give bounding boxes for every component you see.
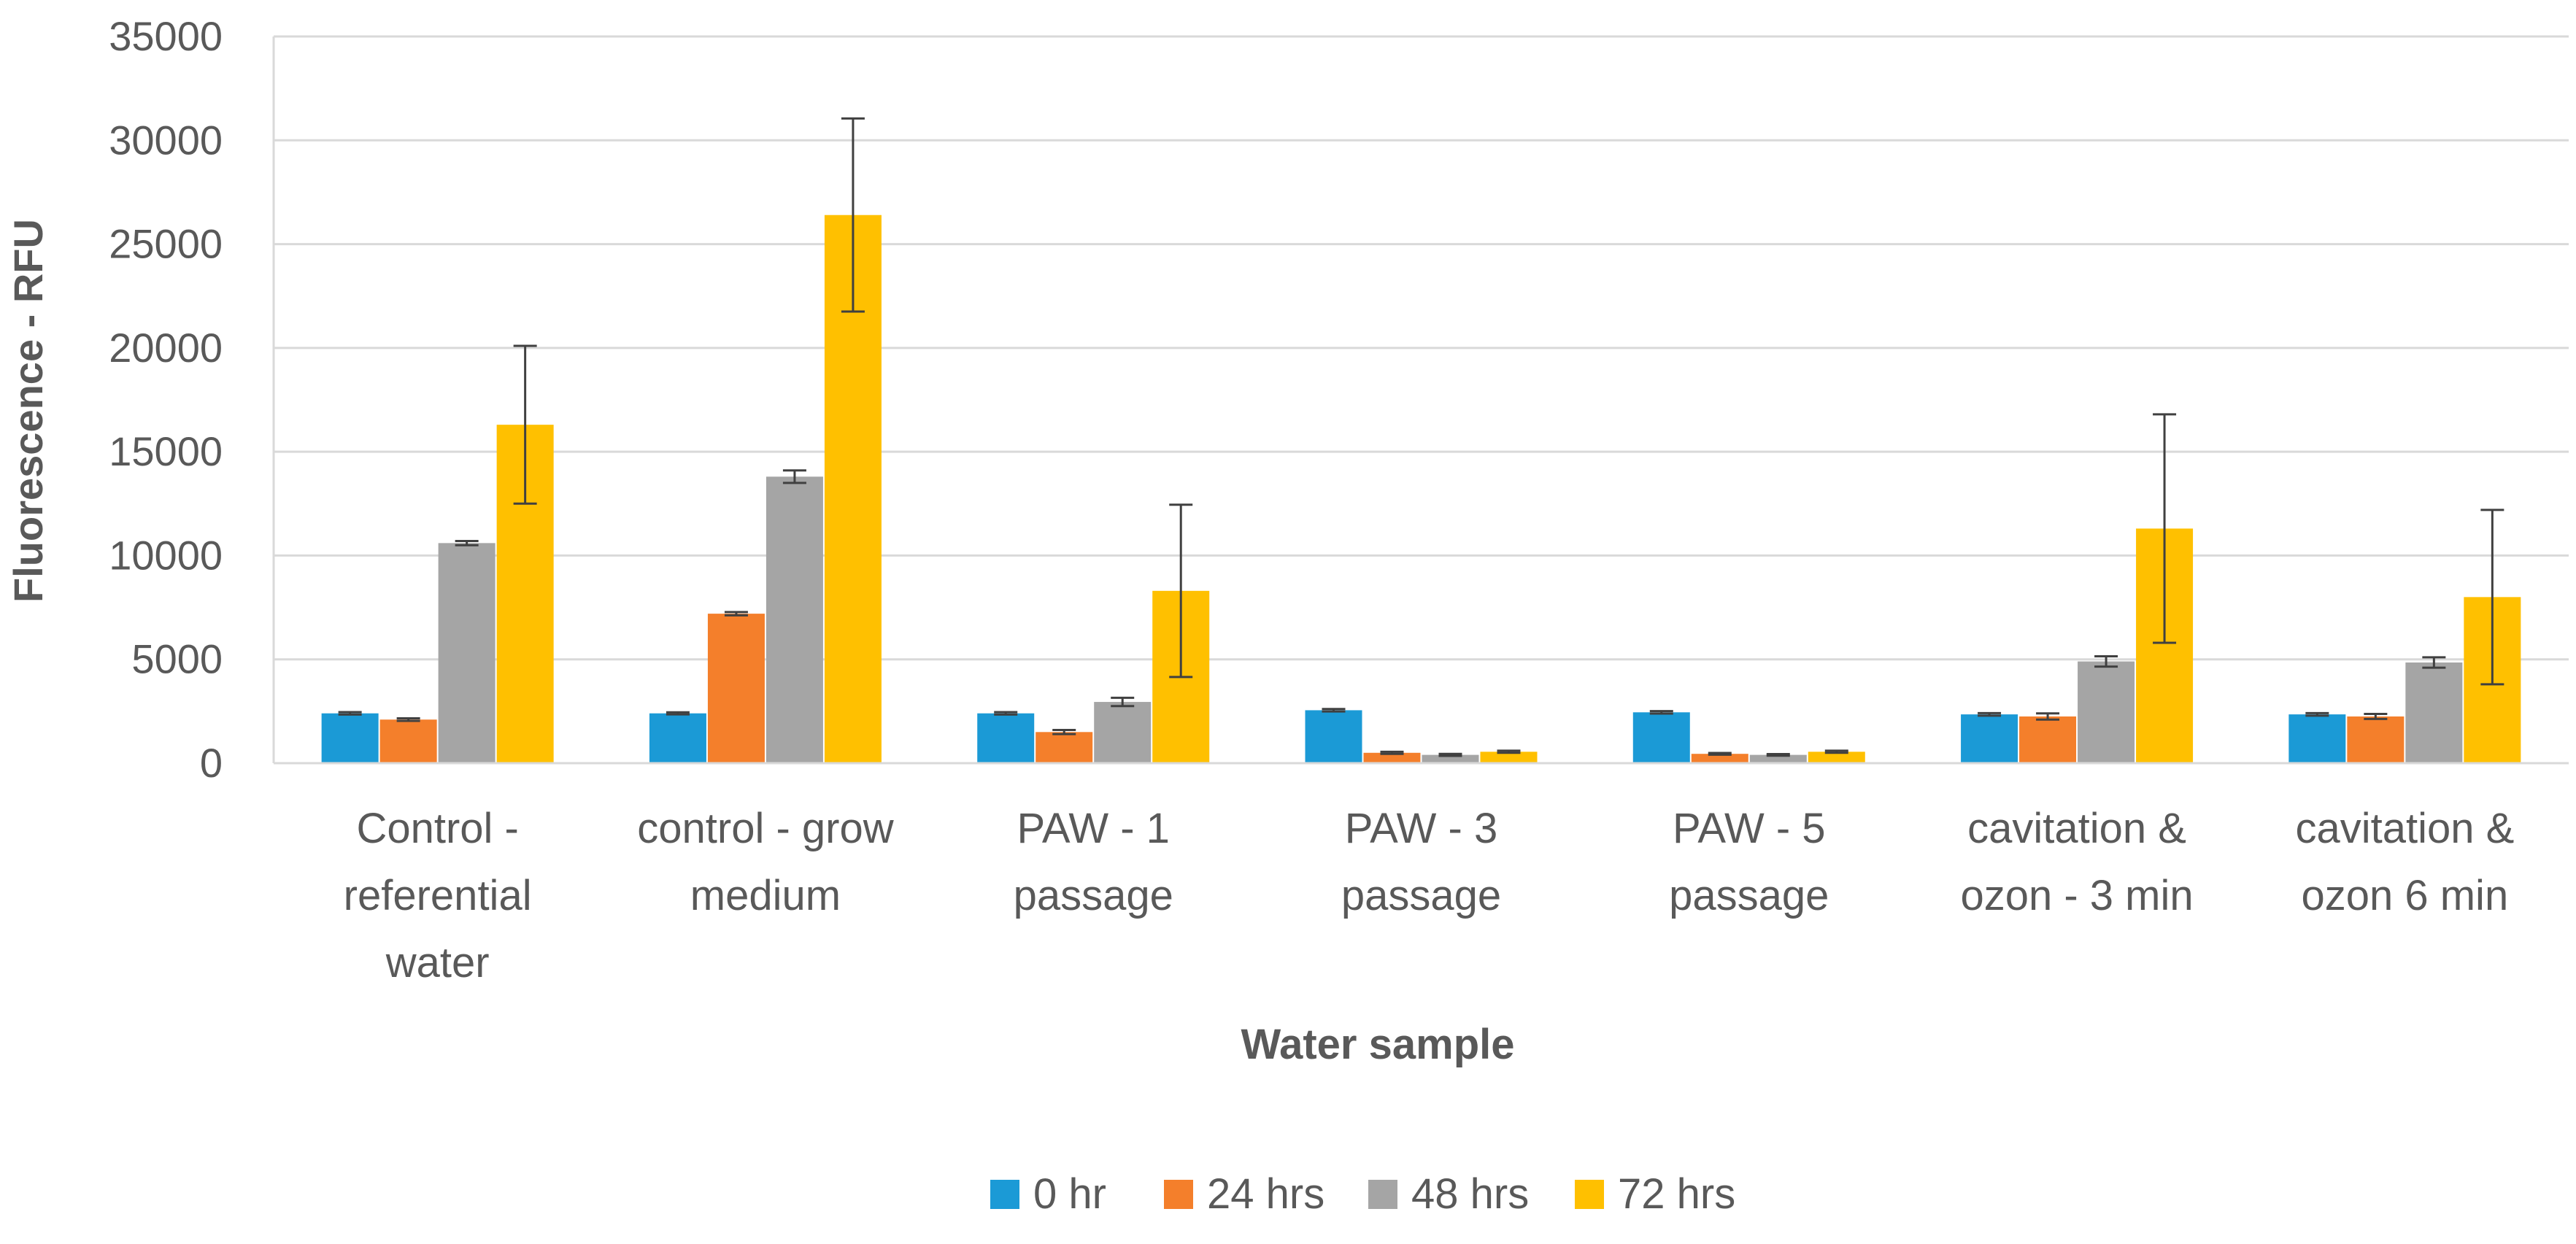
legend-swatch	[1368, 1180, 1397, 1209]
bar	[1480, 752, 1538, 763]
bar	[2288, 714, 2346, 763]
legend-label: 24 hrs	[1207, 1170, 1324, 1218]
gridlines	[274, 35, 2569, 661]
bar	[2347, 716, 2405, 763]
y-tick-label: 15000	[109, 428, 223, 474]
bars	[321, 215, 2521, 763]
bar	[1422, 754, 1479, 763]
bar	[321, 713, 379, 763]
x-tick-label: control - grow medium	[637, 805, 894, 919]
bar	[1961, 714, 2018, 763]
x-tick-labels: Control -referential water control - grow m…	[344, 805, 2515, 986]
bar	[379, 719, 437, 763]
bar	[2019, 716, 2077, 763]
legend-swatch	[1575, 1180, 1604, 1209]
bar	[1305, 710, 1362, 763]
bar	[1363, 752, 1421, 763]
bar	[1094, 702, 1152, 763]
bar	[649, 713, 706, 763]
x-tick-label: PAW - 5 passage	[1669, 805, 1829, 919]
y-tick-label: 5000	[131, 636, 223, 682]
y-tick-label: 30000	[109, 117, 223, 163]
axes	[272, 36, 2569, 765]
bar	[766, 476, 823, 763]
legend-label: 48 hrs	[1411, 1170, 1529, 1218]
legend-swatch	[1164, 1180, 1193, 1209]
bar	[2078, 661, 2135, 763]
bar	[977, 713, 1035, 763]
x-tick-label: Control -referential water	[344, 805, 532, 986]
bar	[1691, 754, 1748, 763]
bar	[707, 614, 765, 763]
y-tick-label: 0	[200, 740, 223, 786]
bar	[438, 543, 495, 763]
bar	[1749, 754, 1807, 763]
y-tick-label: 10000	[109, 532, 223, 578]
y-tick-label: 25000	[109, 221, 223, 267]
x-tick-label: PAW - 1 passage	[1014, 805, 1173, 919]
error-bars	[338, 117, 2504, 757]
x-axis-title: Water sample	[1241, 1021, 1515, 1068]
legend: 0 hr 24 hrs 48 hrs 72 hrs	[990, 1170, 1735, 1218]
bar	[1808, 752, 1865, 763]
legend-label: 0 hr	[1033, 1170, 1106, 1218]
bar	[2405, 662, 2463, 763]
y-tick-label: 20000	[109, 325, 223, 371]
bar	[1036, 732, 1093, 763]
x-tick-label: cavitation & ozon 6 min	[2295, 805, 2514, 919]
y-axis-title: Fluorescence - RFU	[5, 219, 51, 603]
y-tick-labels: 0 5000 10000 15000 20000 25000 30000 35000	[109, 13, 223, 786]
x-tick-label: PAW - 3 passage	[1341, 805, 1501, 919]
legend-label: 72 hrs	[1618, 1170, 1735, 1218]
legend-swatch	[990, 1180, 1019, 1209]
x-tick-label: cavitation & ozon - 3 min	[1960, 805, 2193, 919]
y-tick-label: 35000	[109, 13, 223, 59]
bar	[1632, 712, 1690, 763]
